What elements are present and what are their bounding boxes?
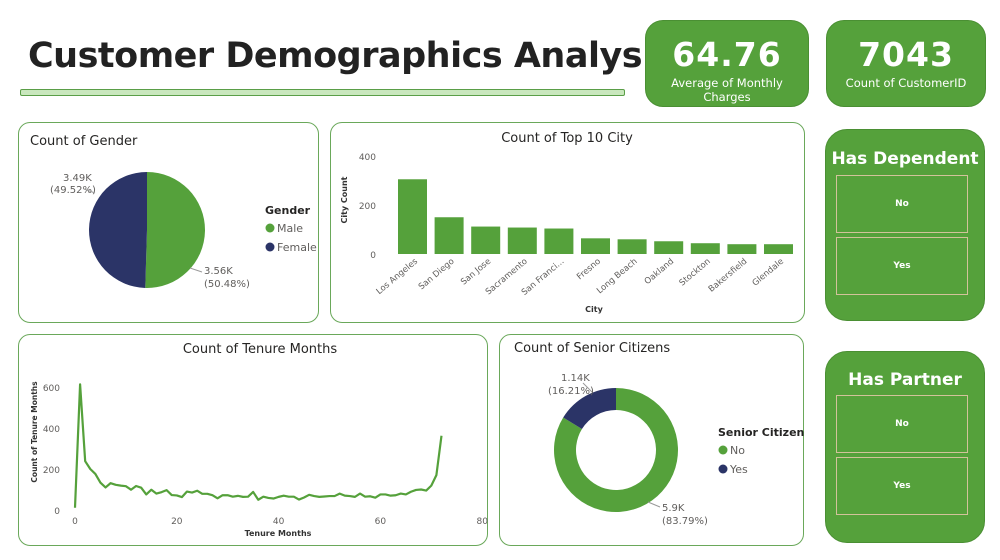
kpi-label: Count of CustomerID [845,76,967,90]
data-label: (50.48%) [204,279,250,290]
y-tick-label: 0 [370,251,376,261]
senior-card [499,334,804,546]
slicer-title: Has Dependent [831,149,979,169]
bar-10 [764,244,793,254]
x-axis-title: Tenure Months [245,529,312,538]
slicer-option-no[interactable]: No [836,175,968,233]
x-tick-label: 0 [72,517,78,527]
bar-6 [617,239,647,254]
leader-line [582,382,593,393]
y-tick-label: 400 [43,425,60,435]
legend-item: No [730,444,745,457]
legend-title: Gender [265,204,311,217]
slicer-has-dependent: Has Dependent No Yes [825,129,985,321]
legend-item: Female [277,241,317,254]
x-tick-label: Stockton [678,257,713,289]
chart-title: Count of Gender [30,134,138,149]
chart-title: Count of Tenure Months [183,342,338,357]
bar-9 [727,244,757,254]
legend-marker [718,464,728,474]
legend-title: Senior Citizen [718,426,804,439]
slicer-has-partner: Has Partner No Yes [825,351,985,543]
y-axis-title: Count of Tenure Months [30,381,39,483]
legend-marker [265,242,275,252]
legend-marker [265,223,275,233]
legend-marker [718,445,728,455]
x-tick-label: San Jose [459,257,493,288]
x-tick-label: Long Beach [595,257,639,297]
legend-item: Male [277,222,303,235]
tenure-card [18,334,488,546]
slicer-option-no[interactable]: No [836,395,968,453]
x-tick-label: 40 [273,517,285,527]
kpi-value: 64.76 [672,35,782,74]
x-tick-label: Bakersfield [707,257,750,295]
x-tick-label: Glendale [751,257,786,289]
donut-slice-yes [563,388,616,430]
leader-line [647,501,661,508]
kpi-value: 7043 [858,35,954,74]
slicer-title: Has Partner [848,370,962,390]
x-tick-label: Los Angeles [375,256,421,297]
data-label: (16.21%) [548,386,594,397]
legend-item: Yes [729,463,748,476]
bar-1 [434,217,464,254]
leader-line [189,267,203,273]
title-underline [20,89,625,96]
donut-slice-no [554,388,678,512]
bar-3 [507,227,537,254]
bar-5 [581,238,610,254]
bar-0 [398,179,427,254]
bar-4 [544,228,574,254]
x-tick-label: 20 [171,517,183,527]
data-label: 3.56K [204,266,233,277]
data-label: 1.14K [561,373,590,384]
data-label: (49.52%) [50,185,96,196]
y-tick-label: 400 [359,153,376,163]
x-tick-label: Oakland [643,257,676,287]
bar-8 [690,243,720,254]
x-tick-label: Fresno [575,257,603,283]
data-label: 3.49K [63,173,92,184]
x-tick-label: 80 [476,517,488,527]
page-title: Customer Demographics Analysis [28,36,674,76]
pie-slice-female [88,172,147,288]
y-tick-label: 600 [43,384,60,394]
kpi-label: Average of Monthly Charges [671,76,783,104]
y-tick-label: 200 [43,466,60,476]
data-label: (83.79%) [662,516,708,527]
leader-line [83,188,96,194]
slicer-option-yes[interactable]: Yes [836,457,968,515]
slicer-option-yes[interactable]: Yes [836,237,968,295]
kpi-count-customerid: 7043 Count of CustomerID [826,20,986,107]
pie-slice-male [145,172,205,288]
y-tick-label: 200 [359,202,376,212]
bar-7 [654,241,684,254]
chart-title: Count of Top 10 City [501,131,633,146]
x-axis-title: City [585,305,603,314]
data-label: 5.9K [662,503,685,514]
x-tick-label: 60 [375,517,387,527]
kpi-avg-monthly-charges: 64.76 Average of Monthly Charges [645,20,809,107]
chart-title: Count of Senior Citizens [514,341,670,356]
y-axis-title: City Count [340,176,349,223]
tenure-line [73,383,443,508]
bar-2 [471,226,501,254]
y-tick-label: 0 [54,507,60,517]
x-tick-label: San Diego [417,257,457,293]
